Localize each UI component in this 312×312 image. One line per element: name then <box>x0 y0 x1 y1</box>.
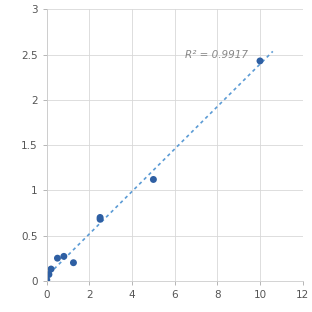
Point <box>71 260 76 265</box>
Point <box>98 215 103 220</box>
Point <box>49 266 54 271</box>
Point <box>55 256 60 261</box>
Point <box>61 254 66 259</box>
Text: R² = 0.9917: R² = 0.9917 <box>185 50 248 60</box>
Point <box>46 272 51 277</box>
Point <box>257 58 262 63</box>
Point <box>151 177 156 182</box>
Point <box>98 217 103 222</box>
Point <box>44 277 49 282</box>
